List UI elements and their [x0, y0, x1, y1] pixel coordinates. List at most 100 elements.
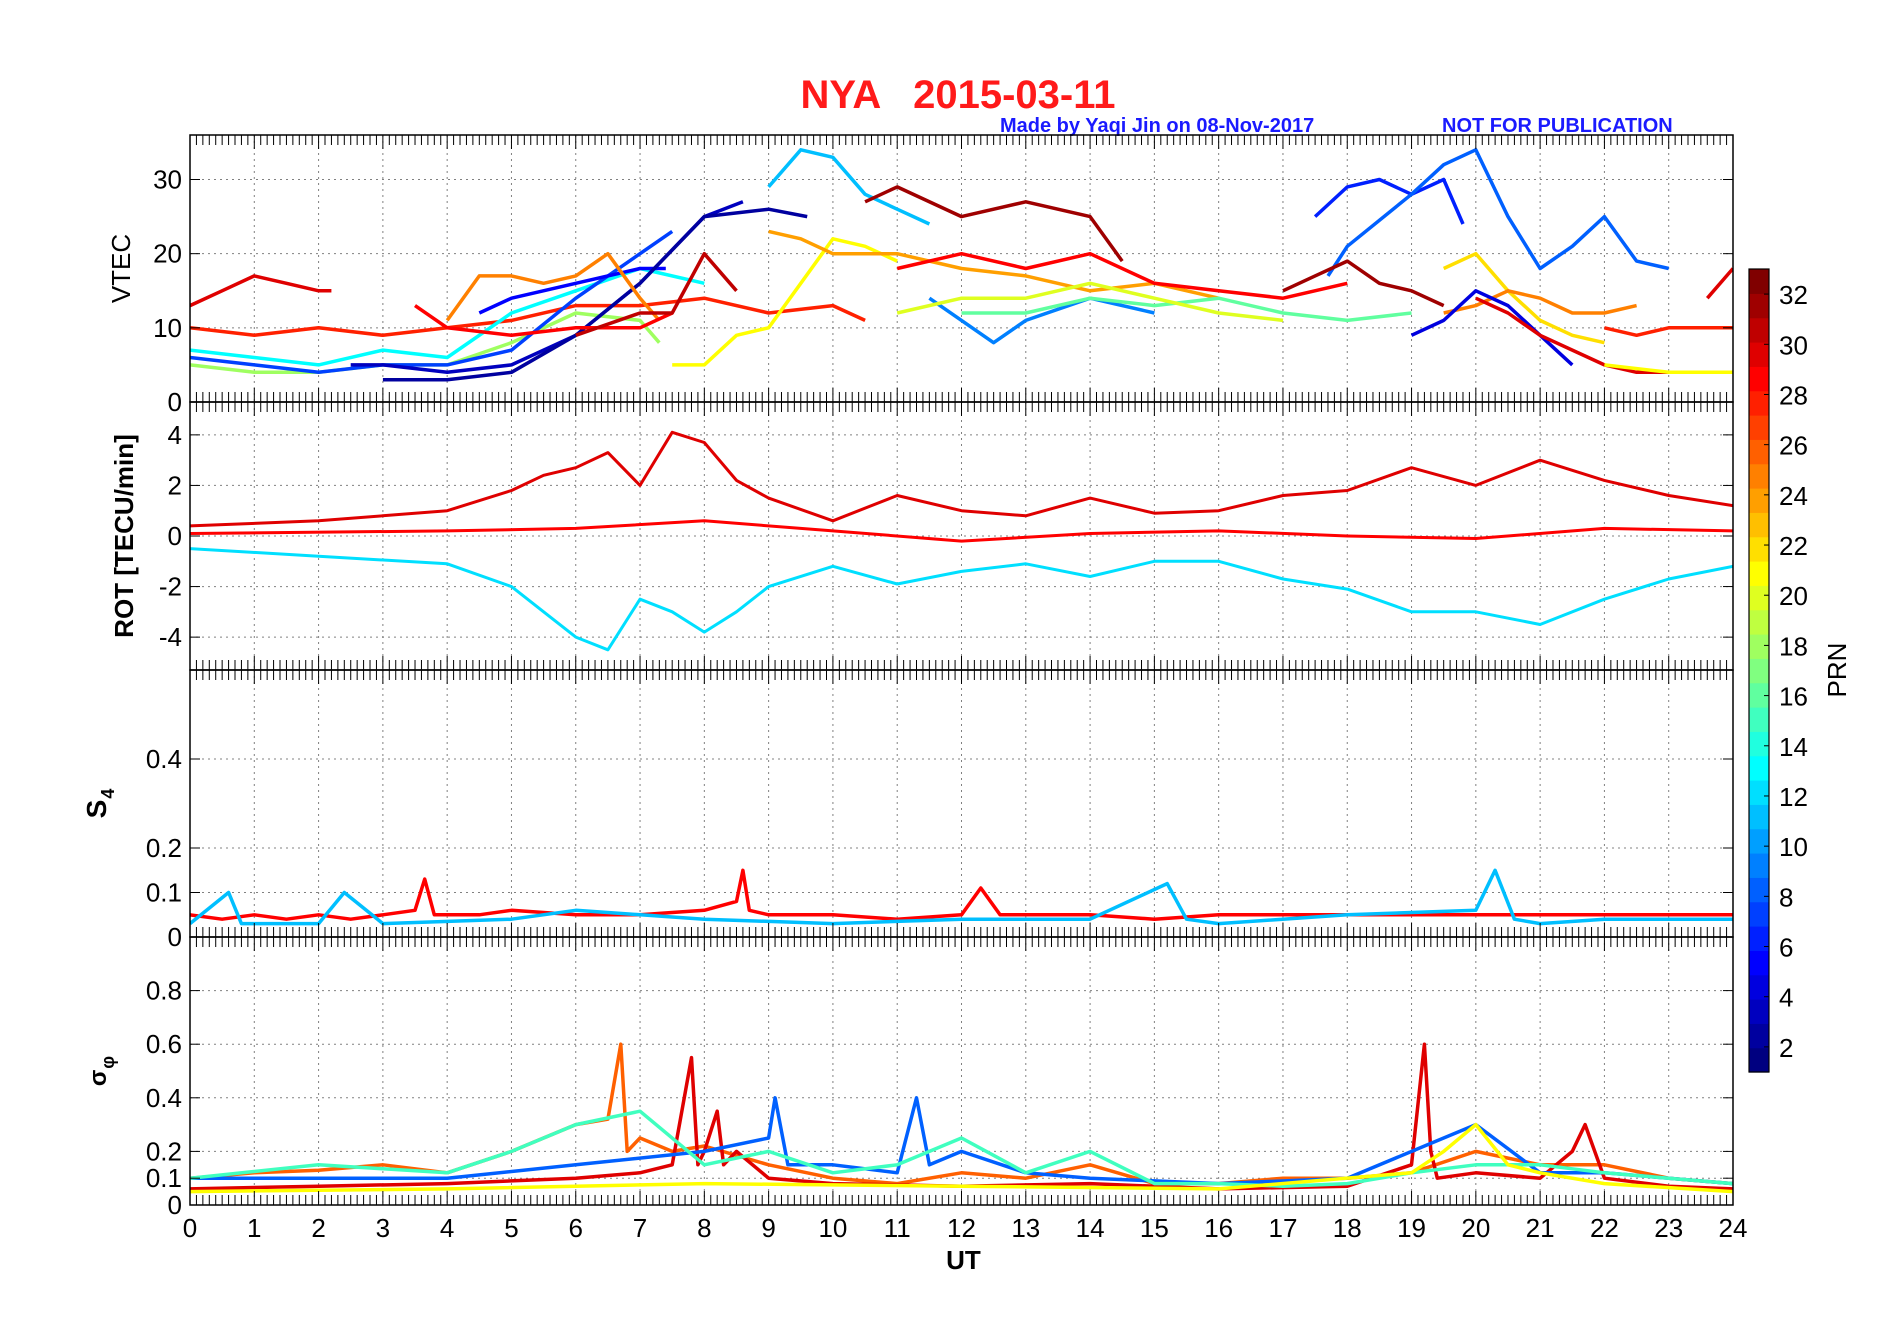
colorbar-tick-label: 26 [1779, 431, 1808, 461]
ylabel-vtec: VTEC [106, 234, 136, 303]
series-group-vtec [190, 148, 1733, 382]
series-prn-24 [768, 229, 1220, 300]
ytick-label: 0 [168, 922, 182, 952]
colorbar-segment [1749, 512, 1769, 538]
colorbar-tick-label: 22 [1779, 531, 1808, 561]
series-prn-22 [1442, 251, 1605, 345]
colorbar-segment [1749, 658, 1769, 684]
xtick-label: 18 [1333, 1213, 1362, 1243]
series-prn-12 [190, 547, 1733, 652]
colorbar-segment [1749, 1023, 1769, 1049]
colorbar-segment [1749, 293, 1769, 319]
series-prn-4 [1410, 289, 1574, 367]
colorbar-segment [1749, 780, 1769, 805]
series-prn-26 [190, 1042, 1733, 1186]
colorbar-segment [1749, 536, 1769, 562]
xticks-vtec [189, 135, 1734, 402]
series-prn-29 [414, 304, 673, 338]
xtick-label: 22 [1590, 1213, 1619, 1243]
xtick-label: 19 [1397, 1213, 1426, 1243]
ytick-label: 30 [153, 165, 182, 195]
series-prn-16 [961, 296, 1412, 323]
ytick-label: 10 [153, 313, 182, 343]
panel-frame [189, 936, 1734, 1206]
series-prn-21 [672, 237, 898, 367]
colorbar-tick-label: 4 [1779, 983, 1793, 1013]
series-prn-30 [1705, 267, 1733, 300]
colorbar-tick-label: 24 [1779, 481, 1808, 511]
xtick-label: 21 [1526, 1213, 1555, 1243]
series-prn-29 [190, 868, 1733, 921]
xtick-label: 9 [761, 1213, 775, 1243]
xtick-label: 16 [1204, 1213, 1233, 1243]
colorbar-segment [1749, 342, 1769, 367]
series-prn-29 [190, 519, 1733, 543]
colorbar-segment [1749, 731, 1769, 757]
ylabel-rot: ROT [TECU/min] [109, 434, 139, 638]
ytick-label: 2 [168, 470, 182, 500]
ytick-label: 0 [168, 521, 182, 551]
ytick-label: 0.2 [146, 833, 182, 863]
ytick-label: 4 [168, 420, 182, 450]
colorbar-tick-label: 2 [1779, 1033, 1793, 1063]
panel-rot: -4 -2 0 2 4 ROT [TECU/min] [109, 401, 1734, 671]
colorbar-segment [1749, 974, 1769, 1000]
colorbar-segment [1749, 755, 1769, 781]
xtick-label: 6 [569, 1213, 583, 1243]
xtick-label: 12 [947, 1213, 976, 1243]
series-prn-29 [896, 251, 1348, 300]
colorbar-segment [1749, 561, 1769, 586]
colorbar-segment [1749, 950, 1769, 976]
colorbar-segment [1749, 634, 1769, 659]
series-prn-28 [1604, 326, 1733, 338]
colorbar-segment [1749, 926, 1769, 951]
series-prn-21 [1604, 363, 1733, 375]
xlabel: UT [946, 1245, 981, 1275]
colorbar-segment [1749, 828, 1769, 854]
chart-title: NYA 2015-03-11 [800, 73, 1115, 117]
series-group-rot [190, 430, 1733, 652]
ylabel-sigma_phi: σφ [85, 1056, 118, 1086]
colorbar-tick-label: 18 [1779, 631, 1808, 661]
series-prn-9 [928, 296, 1155, 345]
grid-s4 [189, 670, 1734, 938]
series-prn-31 [575, 251, 738, 337]
notice-text: NOT FOR PUBLICATION [1442, 115, 1673, 137]
ytick-label: 0.6 [146, 1029, 182, 1059]
series-prn-5 [478, 266, 666, 315]
colorbar-label: PRN [1822, 643, 1852, 698]
ylabel-s4: S4 [81, 789, 118, 819]
panel-vtec: 0 10 20 30 VTEC [106, 134, 1734, 417]
colorbar-tick-label: 32 [1779, 280, 1808, 310]
series-group-s4 [190, 868, 1733, 926]
colorbar-tick-label: 6 [1779, 933, 1793, 963]
series-prn-25 [1443, 289, 1637, 315]
series-prn-6 [1313, 177, 1465, 225]
xtick-label: 3 [376, 1213, 390, 1243]
ytick-label: 0 [168, 1190, 182, 1220]
series-prn-3 [350, 200, 744, 375]
series-prn-30 [190, 274, 332, 308]
colorbar-segment [1749, 901, 1769, 927]
series-prn-7 [190, 229, 674, 375]
xtick-label: 2 [311, 1213, 325, 1243]
colorbar-segment [1749, 439, 1769, 465]
series-prn-11 [190, 868, 1733, 926]
colorbar-segment [1749, 585, 1769, 611]
colorbar-segment [1749, 488, 1769, 513]
colorbar-segment [1749, 317, 1769, 343]
colorbar-segment [1749, 366, 1769, 392]
colorbar-segment [1749, 1047, 1769, 1073]
colorbar-segment [1749, 804, 1769, 830]
colorbar-tick-label: 16 [1779, 682, 1808, 712]
colorbar-segment [1749, 609, 1769, 635]
panel-s4: 0 0.1 0.2 0.4 S4 [81, 669, 1734, 952]
colorbar-segment [1749, 707, 1769, 732]
colorbar-segment [1749, 463, 1769, 489]
xtick-label: 13 [1011, 1213, 1040, 1243]
xtick-label: 14 [1076, 1213, 1105, 1243]
ytick-label: 20 [153, 239, 182, 269]
